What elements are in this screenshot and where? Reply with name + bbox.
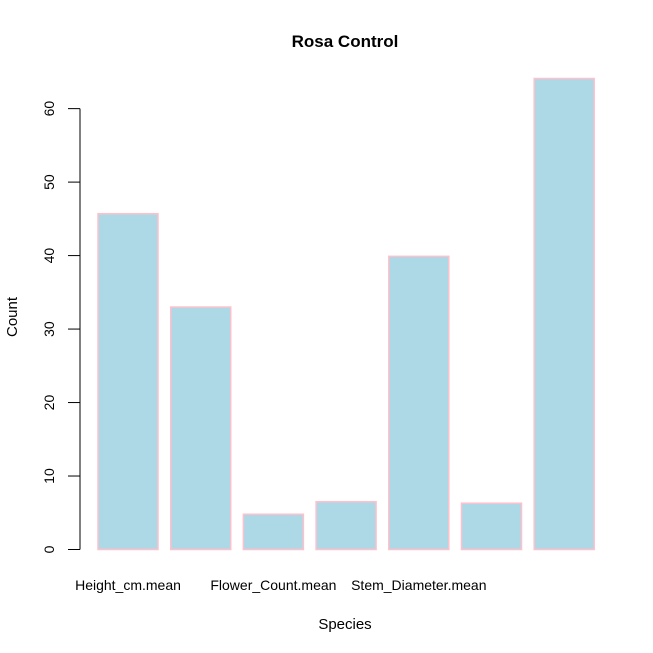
y-tick-label-30: 30 [41,321,57,337]
y-axis-label: Count [4,296,21,337]
y-tick-label-60: 60 [41,101,57,117]
y-tick-label-40: 40 [41,248,57,264]
bar-4 [315,500,377,551]
bar-3 [242,513,305,551]
y-tick-label-0: 0 [41,545,57,553]
y-tick-label-50: 50 [41,174,57,190]
y-tick-label-20: 20 [41,395,57,411]
x-tick-label-1: Height_cm.mean [75,577,181,593]
bar-5 [388,255,450,551]
x-tick-label-5: Stem_Diameter.mean [351,577,486,593]
bar-6 [460,502,523,551]
bars-group [97,77,595,551]
x-tick-labels: Height_cm.mean Flower_Count.mean Stem_Diam… [75,577,486,593]
y-tick-label-10: 10 [41,468,57,484]
chart-title: Rosa Control [292,32,399,51]
y-axis: 0 10 20 30 40 50 60 [41,101,81,553]
bar-7 [533,77,595,551]
bar-1 [97,212,159,551]
bar-2 [169,306,232,551]
x-axis-label: Species [318,616,371,633]
x-tick-label-3: Flower_Count.mean [210,577,336,593]
